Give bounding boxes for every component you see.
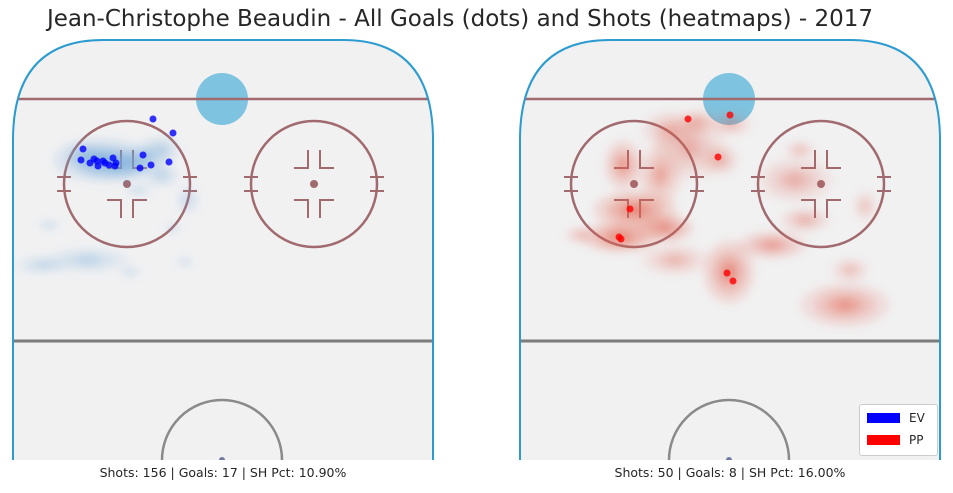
goal-dot bbox=[165, 158, 173, 166]
rink-pp bbox=[519, 39, 941, 460]
shot-density-blob bbox=[37, 263, 49, 267]
legend: EV PP bbox=[859, 404, 938, 456]
shot-density-blob bbox=[619, 160, 627, 170]
goal-dot bbox=[149, 115, 157, 123]
goal-dot bbox=[617, 235, 625, 243]
shot-density-blob bbox=[82, 153, 92, 159]
goal-dot bbox=[136, 164, 144, 172]
goal-dot bbox=[77, 156, 85, 164]
center-circle bbox=[160, 398, 284, 460]
legend-label-pp: PP bbox=[909, 433, 924, 447]
legend-swatch-ev bbox=[867, 413, 900, 423]
rink-boards bbox=[519, 39, 941, 460]
shot-density-blob bbox=[664, 126, 676, 134]
stats-caption-pp: Shots: 50 | Goals: 8 | SH Pct: 16.00% bbox=[614, 465, 846, 480]
goal-dot bbox=[109, 154, 117, 162]
shot-density-blob bbox=[157, 172, 165, 178]
shot-density-blob bbox=[862, 203, 868, 209]
center-dot bbox=[726, 457, 732, 460]
rink-ev bbox=[12, 39, 434, 460]
goal-dots-pp bbox=[615, 111, 737, 285]
shot-density-blob bbox=[797, 148, 803, 152]
goal-dot bbox=[726, 111, 734, 119]
chart-title: Jean-Christophe Beaudin - All Goals (dot… bbox=[46, 6, 874, 32]
legend-label-ev: EV bbox=[909, 411, 925, 425]
goal-dot bbox=[147, 161, 155, 169]
shot-density-blob bbox=[787, 175, 803, 185]
shot-density-blob bbox=[80, 257, 96, 263]
shot-density-blob bbox=[668, 257, 682, 263]
goal-dots-ev bbox=[77, 115, 177, 172]
shot-density-blob bbox=[655, 169, 665, 181]
goal-dot bbox=[111, 162, 119, 170]
goal-dot bbox=[723, 269, 731, 277]
rink-boards bbox=[12, 39, 434, 460]
shot-density-blob bbox=[135, 188, 141, 192]
shot-density-blob bbox=[836, 300, 854, 310]
faceoff-circle-right bbox=[244, 119, 384, 249]
shot-density-blob bbox=[800, 217, 810, 223]
goal-dot bbox=[169, 129, 177, 137]
stats-caption-ev: Shots: 156 | Goals: 17 | SH Pct: 10.90% bbox=[99, 465, 347, 480]
shot-density-blob bbox=[694, 119, 702, 125]
shot-density-blob bbox=[577, 233, 583, 237]
goal-dot bbox=[714, 153, 722, 161]
shot-density-blob bbox=[846, 267, 854, 273]
goal-dot bbox=[729, 277, 737, 285]
goal-dot bbox=[139, 151, 147, 159]
shot-density-blob bbox=[765, 242, 779, 248]
shot-density-blob bbox=[159, 147, 167, 153]
goal-dot bbox=[684, 115, 692, 123]
legend-item-pp: PP bbox=[867, 433, 923, 447]
goal-dot bbox=[626, 205, 634, 213]
shot-density-blob bbox=[46, 223, 52, 227]
goal-dot bbox=[99, 157, 107, 165]
legend-item-ev: EV bbox=[867, 411, 925, 425]
goal-dot bbox=[94, 162, 102, 170]
shot-density-blob bbox=[185, 197, 191, 203]
center-circle bbox=[667, 398, 791, 460]
shot-density-blob bbox=[127, 270, 133, 274]
shot-density-blob bbox=[725, 121, 735, 127]
shot-heatmap-ev bbox=[14, 134, 201, 279]
center-dot bbox=[219, 457, 225, 460]
shot-density-blob bbox=[171, 226, 175, 230]
goal-dot bbox=[105, 161, 113, 169]
legend-swatch-pp bbox=[867, 435, 900, 445]
shot-density-blob bbox=[659, 225, 671, 231]
shot-density-blob bbox=[183, 260, 187, 264]
goal-dot bbox=[79, 145, 87, 153]
